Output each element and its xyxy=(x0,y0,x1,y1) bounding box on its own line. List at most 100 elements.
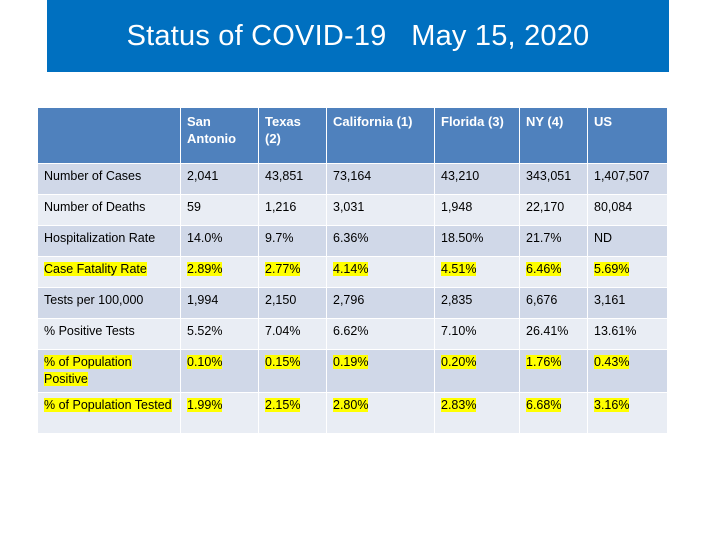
cell-value: 3,031 xyxy=(333,200,365,214)
table-cell: 2,150 xyxy=(258,287,327,319)
table-cell: 7.04% xyxy=(258,318,327,350)
cell-value: 9.7% xyxy=(265,231,294,245)
table-cell: 0.20% xyxy=(434,349,520,393)
cell-value: 2.83% xyxy=(441,398,477,412)
cell-value: 1,407,507 xyxy=(594,169,650,183)
row-label: Number of Deaths xyxy=(44,200,146,214)
cell-value: 73,164 xyxy=(333,169,372,183)
cell-value: 2,796 xyxy=(333,293,365,307)
table-cell: 4.51% xyxy=(434,256,520,288)
table-cell: 2,796 xyxy=(326,287,435,319)
row-label-cell: % of Population Positive xyxy=(37,349,181,393)
row-label-cell: Tests per 100,000 xyxy=(37,287,181,319)
cell-value: 2,041 xyxy=(187,169,219,183)
table-row: Hospitalization Rate 14.0% 9.7% 6.36% 18.50%… xyxy=(37,225,668,257)
table-cell: 2.80% xyxy=(326,392,435,434)
cell-value: 2.15% xyxy=(265,398,301,412)
cell-value: 6.62% xyxy=(333,324,369,338)
cell-value: 5.69% xyxy=(594,262,630,276)
header-cell-texas: Texas (2) xyxy=(258,107,327,164)
table-cell: 4.14% xyxy=(326,256,435,288)
cell-value: 6.36% xyxy=(333,231,369,245)
row-label: % Positive Tests xyxy=(44,324,135,338)
header-cell-ny: NY (4) xyxy=(519,107,588,164)
cell-value: 2.77% xyxy=(265,262,301,276)
table-cell: 0.10% xyxy=(180,349,259,393)
table-cell: 6.36% xyxy=(326,225,435,257)
row-label: Tests per 100,000 xyxy=(44,293,144,307)
cell-value: 6,676 xyxy=(526,293,558,307)
cell-value: 0.20% xyxy=(441,355,477,369)
table-cell: 0.43% xyxy=(587,349,668,393)
cell-value: 1,994 xyxy=(187,293,219,307)
covid-status-table: San Antonio Texas (2) California (1) Flo… xyxy=(37,107,668,434)
cell-value: 22,170 xyxy=(526,200,565,214)
row-label: % of Population Tested xyxy=(44,398,172,412)
cell-value: 59 xyxy=(187,200,201,214)
header-cell-us: US xyxy=(587,107,668,164)
cell-value: 14.0% xyxy=(187,231,223,245)
slide-title: Status of COVID-19 May 15, 2020 xyxy=(126,19,590,52)
table-row: % Positive Tests 5.52% 7.04% 6.62% 7.10% 26.4… xyxy=(37,318,668,350)
row-label: Number of Cases xyxy=(44,169,142,183)
cell-value: 13.61% xyxy=(594,324,637,338)
header-cell-blank xyxy=(37,107,181,164)
table-cell: 1,994 xyxy=(180,287,259,319)
table-cell: 43,210 xyxy=(434,163,520,195)
cell-value: ND xyxy=(594,231,613,245)
table-cell: 59 xyxy=(180,194,259,226)
table-cell: 3,161 xyxy=(587,287,668,319)
table-cell: 2.83% xyxy=(434,392,520,434)
table-row: Tests per 100,000 1,994 2,150 2,796 2,835 6,6… xyxy=(37,287,668,319)
row-label-cell: Number of Deaths xyxy=(37,194,181,226)
table-cell: 1,948 xyxy=(434,194,520,226)
table-cell: 2,041 xyxy=(180,163,259,195)
cell-value: 0.15% xyxy=(265,355,301,369)
cell-value: 2.89% xyxy=(187,262,223,276)
cell-value: 3.16% xyxy=(594,398,630,412)
table-cell: 1,216 xyxy=(258,194,327,226)
header-cell-california: California (1) xyxy=(326,107,435,164)
cell-value: 5.52% xyxy=(187,324,223,338)
cell-value: 4.51% xyxy=(441,262,477,276)
table-cell: 343,051 xyxy=(519,163,588,195)
table-cell: 5.52% xyxy=(180,318,259,350)
cell-value: 4.14% xyxy=(333,262,369,276)
cell-value: 2,150 xyxy=(265,293,297,307)
table-cell: 0.19% xyxy=(326,349,435,393)
row-label: % of Population Positive xyxy=(44,355,132,386)
cell-value: 7.04% xyxy=(265,324,301,338)
row-label-cell: % Positive Tests xyxy=(37,318,181,350)
table-cell: 26.41% xyxy=(519,318,588,350)
table-cell: 1,407,507 xyxy=(587,163,668,195)
row-label-cell: Number of Cases xyxy=(37,163,181,195)
row-label-cell: Hospitalization Rate xyxy=(37,225,181,257)
table-cell: 0.15% xyxy=(258,349,327,393)
cell-value: 6.46% xyxy=(526,262,562,276)
table-cell: 5.69% xyxy=(587,256,668,288)
table-cell: 18.50% xyxy=(434,225,520,257)
table-row: Number of Cases 2,041 43,851 73,164 43,210 34… xyxy=(37,163,668,195)
cell-value: 0.19% xyxy=(333,355,369,369)
table-cell: 43,851 xyxy=(258,163,327,195)
cell-value: 1.99% xyxy=(187,398,223,412)
header-cell-florida: Florida (3) xyxy=(434,107,520,164)
table-cell: 21.7% xyxy=(519,225,588,257)
table-cell: 1.99% xyxy=(180,392,259,434)
cell-value: 21.7% xyxy=(526,231,562,245)
table-cell: 3,031 xyxy=(326,194,435,226)
cell-value: 343,051 xyxy=(526,169,572,183)
table-cell: 6,676 xyxy=(519,287,588,319)
table-cell: 73,164 xyxy=(326,163,435,195)
table-cell: 6.62% xyxy=(326,318,435,350)
table-body: Number of Cases 2,041 43,851 73,164 43,210 34… xyxy=(37,163,668,434)
cell-value: 2,835 xyxy=(441,293,473,307)
table-row: % of Population Positive 0.10% 0.15% 0.19% 0… xyxy=(37,349,668,393)
cell-value: 1,948 xyxy=(441,200,473,214)
cell-value: 80,084 xyxy=(594,200,633,214)
cell-value: 1.76% xyxy=(526,355,562,369)
table-cell: 13.61% xyxy=(587,318,668,350)
cell-value: 2.80% xyxy=(333,398,369,412)
header-cell-san-antonio: San Antonio xyxy=(180,107,259,164)
cell-value: 26.41% xyxy=(526,324,569,338)
